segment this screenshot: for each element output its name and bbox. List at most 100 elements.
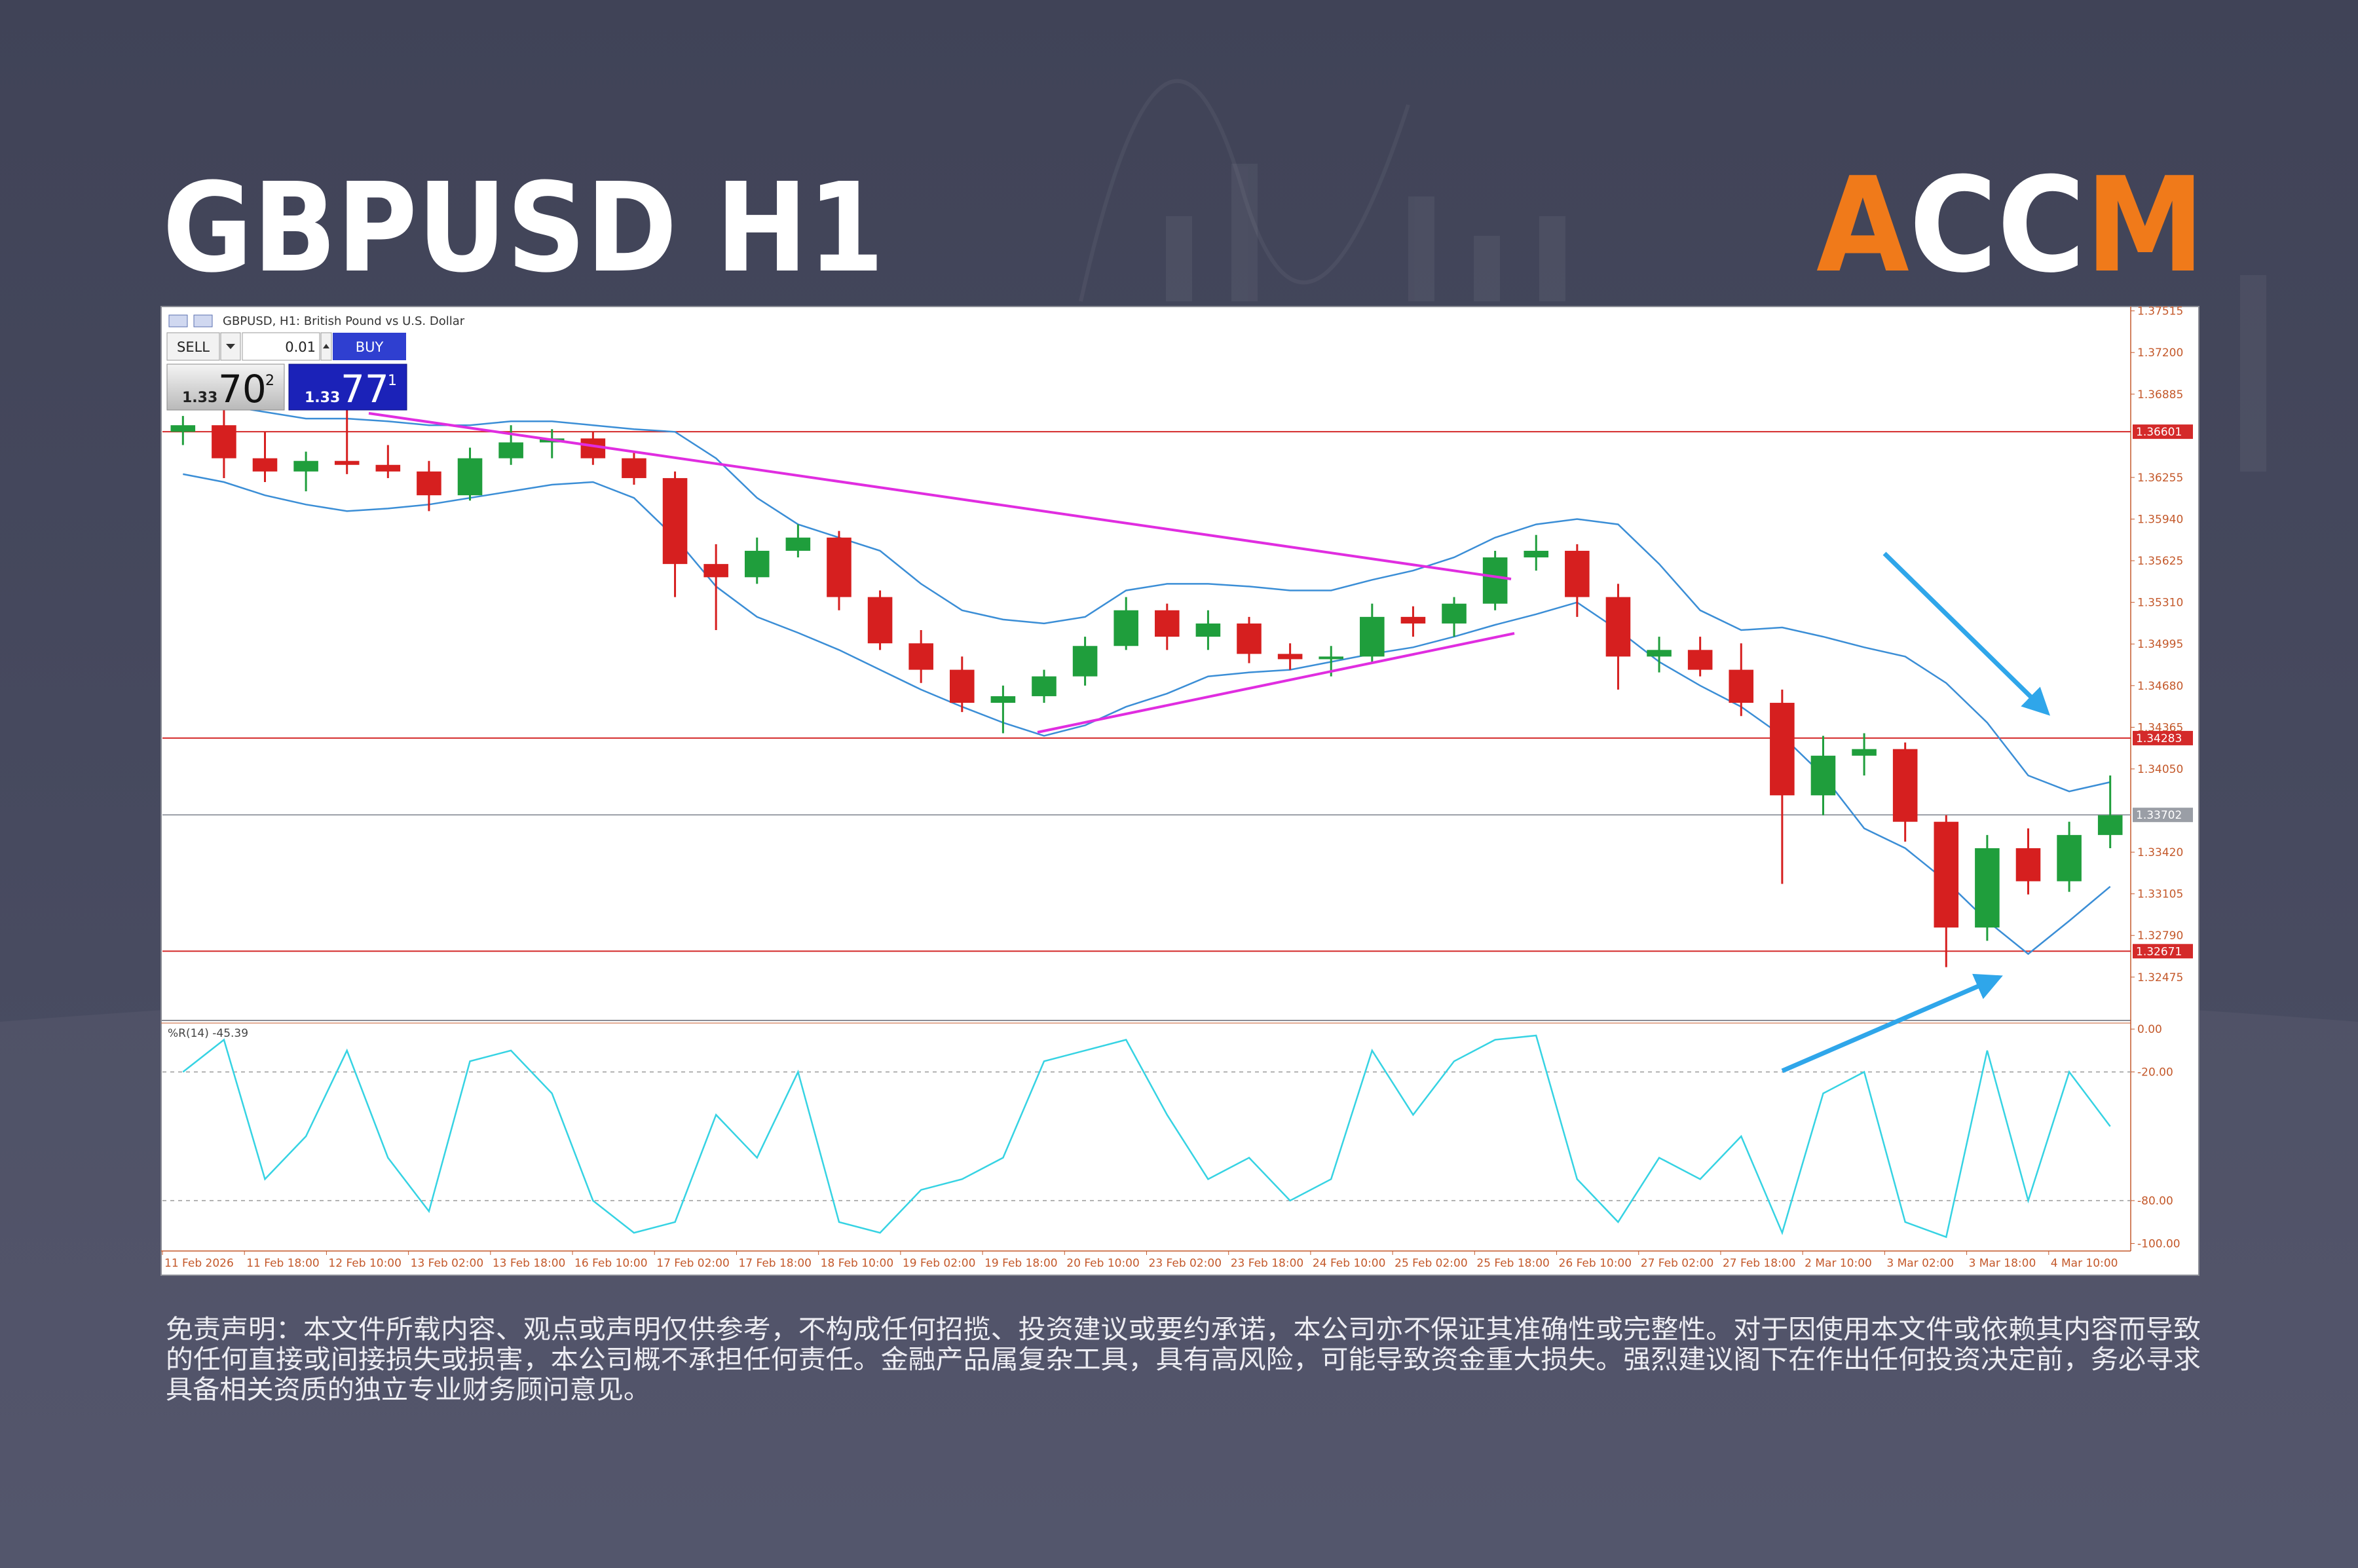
logo-part: CC: [1909, 149, 2086, 302]
candle-body: [1647, 650, 1672, 657]
candle-body: [1892, 749, 1918, 822]
level-label: 1.32671: [2136, 945, 2182, 958]
candle-body: [1605, 597, 1631, 657]
candle-body: [252, 458, 278, 472]
candle-body: [1482, 557, 1508, 604]
candle-body: [1277, 654, 1303, 660]
x-tick-label: 2 Mar 10:00: [1805, 1257, 1872, 1270]
logo-part: M: [2086, 149, 2205, 302]
indicator-label: %R(14) -45.39: [168, 1027, 248, 1040]
candle-body: [375, 464, 401, 472]
y-tick-label: 1.34995: [2137, 638, 2183, 651]
level-label-box: [2133, 730, 2193, 745]
x-tick-label: 18 Feb 10:00: [821, 1257, 894, 1270]
y-tick-label: 1.33105: [2137, 888, 2183, 901]
candle-body: [2097, 815, 2123, 835]
candle-body: [950, 669, 975, 703]
x-tick-label: 20 Feb 10:00: [1066, 1257, 1140, 1270]
ask-box[interactable]: [288, 364, 407, 411]
page-title: GBPUSD H1: [162, 157, 884, 300]
candle-body: [1729, 669, 1754, 703]
x-tick-label: 23 Feb 18:00: [1231, 1257, 1304, 1270]
bid-box[interactable]: [166, 364, 285, 411]
y-tick-label: 1.37200: [2137, 346, 2183, 360]
icon: [168, 314, 188, 327]
arrow: [1781, 973, 2003, 1073]
plot: 1.37515 1.37200 1.36885 1.36255 1.35940 1.356…: [161, 305, 2193, 1270]
arrow: [1882, 551, 2051, 716]
icon: [193, 314, 213, 327]
x-tick-label: 3 Mar 18:00: [1969, 1257, 2036, 1270]
level-label: 1.36601: [2136, 426, 2182, 439]
y-tick-label: -100.00: [2137, 1238, 2180, 1251]
logo-part: A: [1816, 149, 1909, 302]
ask-pips: 77: [341, 367, 389, 411]
y-tick-label: 1.36255: [2137, 472, 2183, 485]
candle-body: [1319, 656, 1343, 660]
x-tick-label: 13 Feb 02:00: [411, 1257, 484, 1270]
x-tick-label: 12 Feb 10:00: [328, 1257, 402, 1270]
candle-body: [1155, 610, 1180, 637]
candle-body: [417, 471, 441, 496]
x-tick-label: 19 Feb 18:00: [984, 1257, 1058, 1270]
x-tick-label: 25 Feb 02:00: [1394, 1257, 1468, 1270]
y-tick-label: 1.32475: [2137, 971, 2183, 984]
logo: ACCM: [1816, 149, 2205, 302]
candle-body: [1072, 646, 1098, 677]
candle-body: [2057, 834, 2082, 882]
x-tick-label: 26 Feb 10:00: [1559, 1257, 1632, 1270]
trendline: [368, 412, 1512, 580]
candle-body: [1114, 610, 1138, 646]
chart-panel: [160, 306, 2199, 1276]
candle-body: [1360, 616, 1385, 657]
y-tick-label: 1.35625: [2137, 555, 2183, 568]
band-upper: [183, 399, 2110, 793]
y-tick-label: 1.34050: [2137, 763, 2183, 776]
bid-point: 2: [265, 373, 274, 389]
level-label-box: [2133, 944, 2193, 959]
buy-label[interactable]: BUY: [356, 339, 384, 355]
candle-body: [1524, 550, 1549, 558]
candle-body: [990, 696, 1016, 703]
sell-label[interactable]: SELL: [177, 339, 210, 355]
ask-point: 1: [388, 373, 397, 389]
y-tick-label: 1.36885: [2137, 388, 2183, 401]
indicator-line: [182, 1034, 2111, 1239]
level-label-box: [2133, 808, 2193, 823]
x-tick-label: 23 Feb 02:00: [1149, 1257, 1222, 1270]
y-tick-label: 1.35310: [2137, 597, 2183, 610]
level-label-box: [2133, 424, 2193, 439]
y-tick-label: 1.33420: [2137, 846, 2183, 859]
bid-pips: 70: [218, 367, 267, 411]
chart-subtitle: GBPUSD, H1: British Pound vs U.S. Dollar: [223, 314, 465, 328]
candle-body: [334, 460, 360, 465]
candle-body: [212, 425, 236, 458]
candle-body: [662, 477, 688, 565]
candle-body: [1975, 848, 2000, 928]
candle-body: [1934, 821, 1959, 928]
candle-body: [498, 442, 523, 458]
candle-body: [1442, 603, 1467, 624]
y-tick-label: 1.34680: [2137, 680, 2183, 693]
x-tick-label: 3 Mar 02:00: [1886, 1257, 1954, 1270]
trendline: [1037, 632, 1515, 734]
background-bars: [1166, 164, 2266, 472]
candle-body: [1400, 616, 1426, 624]
bid-big: 1.33: [182, 390, 217, 406]
x-tick-label: 19 Feb 02:00: [903, 1257, 976, 1270]
x-tick-label: 27 Feb 18:00: [1723, 1257, 1796, 1270]
candle-body: [2015, 848, 2041, 882]
candle-body: [1237, 623, 1262, 654]
level-label: 1.34283: [2136, 732, 2182, 745]
dropdown-arrow: [226, 344, 235, 349]
x-tick-label: 11 Feb 18:00: [246, 1257, 320, 1270]
candle-body: [1195, 623, 1221, 637]
y-tick-label: 0.00: [2137, 1023, 2162, 1036]
lot-value: 0.01: [285, 339, 316, 355]
lot-input[interactable]: [242, 332, 320, 361]
candle-body: [1852, 749, 1877, 756]
buy-button[interactable]: [333, 333, 406, 360]
sell-button[interactable]: [166, 332, 220, 361]
x-tick-label: 17 Feb 02:00: [656, 1257, 730, 1270]
